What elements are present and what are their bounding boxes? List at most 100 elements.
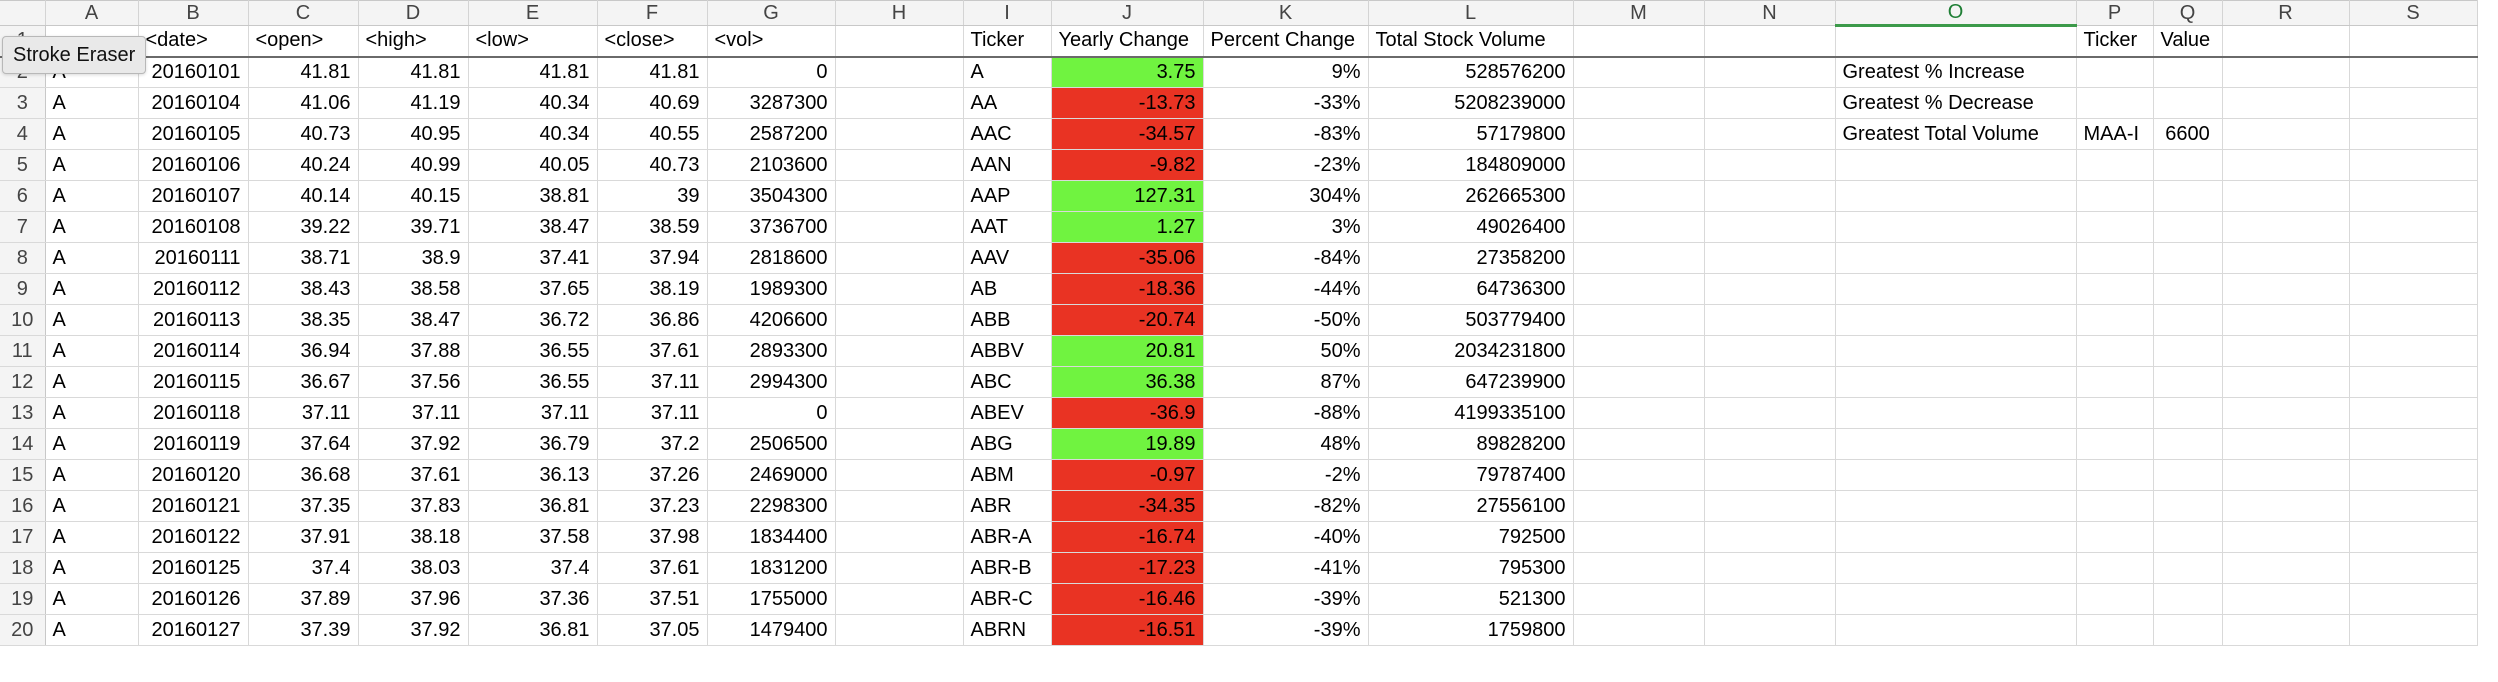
cell-l[interactable]: 503779400 bbox=[1368, 304, 1574, 336]
cell-d[interactable]: 37.96 bbox=[358, 583, 469, 615]
cell-n[interactable] bbox=[1704, 87, 1836, 119]
cell-s[interactable] bbox=[2349, 335, 2478, 367]
cell-r[interactable] bbox=[2222, 180, 2350, 212]
cell-m[interactable] bbox=[1573, 56, 1705, 88]
cell-g[interactable]: 3287300 bbox=[707, 87, 836, 119]
cell-j[interactable]: -35.06 bbox=[1051, 242, 1204, 274]
cell-h[interactable] bbox=[835, 521, 964, 553]
cell-o[interactable] bbox=[1835, 25, 2077, 58]
cell-m[interactable] bbox=[1573, 87, 1705, 119]
cell-m[interactable] bbox=[1573, 149, 1705, 181]
cell-f[interactable]: 38.59 bbox=[597, 211, 708, 243]
cell-r[interactable] bbox=[2222, 25, 2350, 58]
cell-n[interactable] bbox=[1704, 25, 1836, 58]
cell-s[interactable] bbox=[2349, 25, 2478, 58]
column-header-f[interactable]: F bbox=[597, 0, 708, 26]
cell-s[interactable] bbox=[2349, 118, 2478, 150]
cell-k[interactable]: -50% bbox=[1203, 304, 1369, 336]
column-header-c[interactable]: C bbox=[248, 0, 359, 26]
cell-g[interactable]: 2298300 bbox=[707, 490, 836, 522]
cell-c[interactable]: 38.35 bbox=[248, 304, 359, 336]
cell-m[interactable] bbox=[1573, 428, 1705, 460]
cell-q[interactable] bbox=[2153, 459, 2223, 491]
cell-g[interactable]: 2893300 bbox=[707, 335, 836, 367]
row-header[interactable]: 7 bbox=[0, 211, 46, 243]
cell-p[interactable] bbox=[2076, 304, 2154, 336]
cell-g[interactable]: <vol> bbox=[707, 25, 836, 58]
cell-o[interactable]: Greatest % Decrease bbox=[1835, 87, 2077, 119]
cell-j[interactable]: 3.75 bbox=[1051, 56, 1204, 88]
cell-p[interactable]: MAA-I bbox=[2076, 118, 2154, 150]
cell-p[interactable] bbox=[2076, 273, 2154, 305]
cell-g[interactable]: 2506500 bbox=[707, 428, 836, 460]
cell-o[interactable] bbox=[1835, 273, 2077, 305]
cell-f[interactable]: 37.98 bbox=[597, 521, 708, 553]
cell-c[interactable]: 40.14 bbox=[248, 180, 359, 212]
cell-b[interactable]: 20160115 bbox=[138, 366, 249, 398]
cell-q[interactable] bbox=[2153, 428, 2223, 460]
cell-a[interactable]: A bbox=[45, 180, 139, 212]
cell-e[interactable]: 38.47 bbox=[468, 211, 598, 243]
cell-s[interactable] bbox=[2349, 304, 2478, 336]
column-header-m[interactable]: M bbox=[1573, 0, 1705, 26]
cell-i[interactable]: Ticker bbox=[963, 25, 1052, 58]
cell-b[interactable]: 20160113 bbox=[138, 304, 249, 336]
cell-j[interactable]: 127.31 bbox=[1051, 180, 1204, 212]
cell-d[interactable]: 40.99 bbox=[358, 149, 469, 181]
cell-d[interactable]: 37.11 bbox=[358, 397, 469, 429]
cell-b[interactable]: 20160104 bbox=[138, 87, 249, 119]
cell-r[interactable] bbox=[2222, 397, 2350, 429]
cell-n[interactable] bbox=[1704, 335, 1836, 367]
cell-a[interactable]: A bbox=[45, 397, 139, 429]
cell-d[interactable]: 37.83 bbox=[358, 490, 469, 522]
cell-n[interactable] bbox=[1704, 118, 1836, 150]
cell-r[interactable] bbox=[2222, 459, 2350, 491]
cell-p[interactable] bbox=[2076, 397, 2154, 429]
cell-s[interactable] bbox=[2349, 397, 2478, 429]
cell-j[interactable]: -16.74 bbox=[1051, 521, 1204, 553]
row-header[interactable]: 3 bbox=[0, 87, 46, 119]
row-header[interactable]: 20 bbox=[0, 614, 46, 646]
cell-d[interactable]: <high> bbox=[358, 25, 469, 58]
cell-i[interactable]: ABR-B bbox=[963, 552, 1052, 584]
cell-c[interactable]: 37.11 bbox=[248, 397, 359, 429]
cell-b[interactable]: 20160121 bbox=[138, 490, 249, 522]
cell-r[interactable] bbox=[2222, 149, 2350, 181]
cell-j[interactable]: -16.51 bbox=[1051, 614, 1204, 646]
cell-k[interactable]: -44% bbox=[1203, 273, 1369, 305]
cell-r[interactable] bbox=[2222, 428, 2350, 460]
cell-q[interactable] bbox=[2153, 87, 2223, 119]
cell-i[interactable]: ABR bbox=[963, 490, 1052, 522]
cell-b[interactable]: 20160118 bbox=[138, 397, 249, 429]
column-header-n[interactable]: N bbox=[1704, 0, 1836, 26]
cell-f[interactable]: 37.51 bbox=[597, 583, 708, 615]
cell-f[interactable]: 38.19 bbox=[597, 273, 708, 305]
cell-q[interactable] bbox=[2153, 211, 2223, 243]
cell-a[interactable]: A bbox=[45, 335, 139, 367]
cell-o[interactable] bbox=[1835, 552, 2077, 584]
cell-k[interactable]: -39% bbox=[1203, 583, 1369, 615]
cell-s[interactable] bbox=[2349, 428, 2478, 460]
cell-l[interactable]: 521300 bbox=[1368, 583, 1574, 615]
cell-j[interactable]: -9.82 bbox=[1051, 149, 1204, 181]
cell-c[interactable]: 37.89 bbox=[248, 583, 359, 615]
cell-i[interactable]: ABG bbox=[963, 428, 1052, 460]
cell-e[interactable]: 36.55 bbox=[468, 366, 598, 398]
cell-i[interactable]: AAP bbox=[963, 180, 1052, 212]
column-header-k[interactable]: K bbox=[1203, 0, 1369, 26]
cell-o[interactable] bbox=[1835, 211, 2077, 243]
cell-a[interactable]: A bbox=[45, 521, 139, 553]
cell-i[interactable]: AA bbox=[963, 87, 1052, 119]
cell-d[interactable]: 41.81 bbox=[358, 56, 469, 88]
cell-b[interactable]: <date> bbox=[138, 25, 249, 58]
cell-r[interactable] bbox=[2222, 583, 2350, 615]
cell-f[interactable]: 37.61 bbox=[597, 552, 708, 584]
row-header[interactable]: 13 bbox=[0, 397, 46, 429]
cell-g[interactable]: 3504300 bbox=[707, 180, 836, 212]
row-header[interactable]: 10 bbox=[0, 304, 46, 336]
column-header-j[interactable]: J bbox=[1051, 0, 1204, 26]
cell-o[interactable] bbox=[1835, 583, 2077, 615]
cell-h[interactable] bbox=[835, 614, 964, 646]
cell-b[interactable]: 20160122 bbox=[138, 521, 249, 553]
cell-c[interactable]: 40.73 bbox=[248, 118, 359, 150]
